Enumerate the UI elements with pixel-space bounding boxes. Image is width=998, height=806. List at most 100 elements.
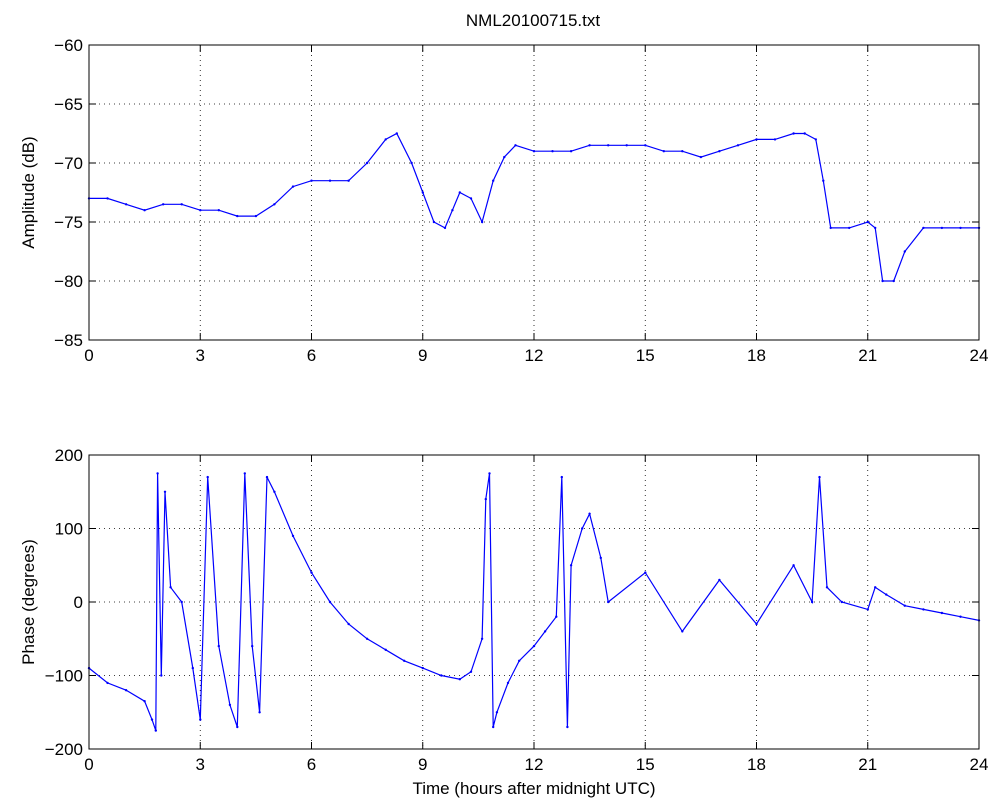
- phase-data-point: [243, 472, 246, 475]
- phase-data-point: [644, 571, 647, 574]
- amplitude-data-point: [814, 138, 817, 141]
- phase-data-point: [199, 718, 202, 721]
- phase-data-point: [163, 490, 167, 493]
- amplitude-data-point: [432, 220, 436, 224]
- amplitude-data-point: [922, 226, 925, 230]
- phase-data-point: [506, 681, 510, 685]
- amplitude-data-point: [681, 150, 684, 153]
- phase-x-tick-label: 9: [418, 755, 427, 774]
- phase-data-point: [681, 630, 684, 633]
- amplitude-x-tick-label: 12: [525, 346, 544, 365]
- amplitude-y-tick-label: −85: [54, 331, 83, 350]
- phase-data-point: [469, 670, 473, 673]
- amplitude-y-tick-label: −80: [54, 272, 83, 291]
- phase-data-point: [569, 564, 573, 567]
- phase-x-tick-label: 3: [196, 755, 205, 774]
- phase-data-point: [825, 586, 829, 589]
- phase-y-axis-label: Phase (degrees): [19, 539, 38, 665]
- phase-data-point: [755, 622, 758, 626]
- phase-data-point: [384, 648, 387, 651]
- phase-data-point: [599, 556, 602, 560]
- amplitude-data-point: [395, 132, 398, 135]
- phase-data-point: [403, 659, 406, 662]
- amplitude-data-point: [469, 197, 473, 200]
- phase-data-point: [217, 644, 220, 648]
- phase-data-point: [555, 615, 558, 618]
- amplitude-data-point: [180, 203, 183, 206]
- amplitude-data-point: [254, 214, 258, 218]
- amplitude-x-tick-label: 18: [747, 346, 766, 365]
- phase-data-point: [150, 718, 154, 721]
- phase-x-axis-label: Time (hours after midnight UTC): [412, 779, 655, 798]
- phase-data-point: [588, 512, 591, 515]
- phase-data-point: [180, 600, 183, 604]
- amplitude-data-point: [569, 150, 573, 153]
- chart-title: NML20100715.txt: [466, 11, 600, 30]
- amplitude-data-point: [451, 209, 454, 212]
- phase-data-point: [206, 475, 209, 479]
- amplitude-data-point: [755, 138, 758, 141]
- phase-data-point: [940, 611, 944, 615]
- amplitude-x-tick-label: 9: [418, 346, 427, 365]
- phase-data-point: [169, 586, 172, 589]
- amplitude-data-point: [903, 250, 906, 253]
- phase-data-point: [543, 630, 547, 633]
- phase-data-point: [154, 729, 157, 732]
- phase-panel: 0 3 6 9 12 15 18 21 24 200 100 0 −100 −200 Phase (de…: [19, 446, 988, 798]
- amplitude-data-points: [87, 132, 981, 283]
- amplitude-data-point: [822, 179, 825, 182]
- phase-y-tick-label: −200: [45, 740, 83, 759]
- phase-data-point: [488, 472, 491, 475]
- phase-data-point: [792, 564, 795, 567]
- amplitude-data-point: [106, 197, 109, 200]
- amplitude-data-point: [236, 214, 239, 218]
- amplitude-data-point: [607, 144, 610, 147]
- phase-x-tick-label: 0: [84, 755, 93, 774]
- phase-data-point: [251, 644, 254, 648]
- amplitude-data-point: [492, 179, 495, 182]
- amplitude-x-tick-label: 6: [307, 346, 316, 365]
- amplitude-data-point: [365, 161, 369, 165]
- phase-data-point: [718, 578, 721, 582]
- amplitude-data-point: [421, 191, 424, 194]
- amplitude-data-point: [662, 150, 665, 153]
- amplitude-data-point: [514, 144, 517, 147]
- phase-data-point: [818, 475, 821, 479]
- phase-data-point: [160, 674, 163, 677]
- phase-x-tick-label: 6: [307, 755, 316, 774]
- phase-grid: [89, 455, 979, 749]
- phase-y-tick-label: 100: [55, 520, 83, 539]
- phase-x-tick-label: 24: [970, 755, 989, 774]
- amplitude-data-point: [384, 138, 387, 141]
- phase-data-point: [106, 681, 109, 685]
- phase-data-point: [273, 490, 276, 493]
- amplitude-x-tick-label: 0: [84, 346, 93, 365]
- phase-data-point: [840, 600, 843, 604]
- amplitude-data-point: [792, 132, 795, 135]
- phase-data-point: [365, 637, 369, 640]
- phase-data-point: [903, 604, 906, 607]
- phase-data-point: [581, 527, 584, 530]
- amplitude-data-point: [532, 150, 536, 153]
- amplitude-data-point: [124, 203, 128, 206]
- amplitude-data-point: [644, 144, 647, 147]
- phase-data-point: [518, 659, 521, 662]
- amplitude-data-point: [551, 150, 554, 153]
- phase-data-point: [874, 586, 877, 589]
- amplitude-y-tick-label: −60: [54, 36, 83, 55]
- amplitude-data-point: [803, 132, 806, 135]
- amplitude-data-point: [458, 191, 461, 194]
- phase-data-point: [560, 475, 563, 479]
- amplitude-grid: [89, 45, 979, 340]
- phase-data-point: [458, 678, 461, 681]
- phase-x-tick-label: 18: [747, 755, 766, 774]
- amplitude-data-point: [881, 279, 884, 283]
- amplitude-data-point: [829, 226, 832, 230]
- phase-data-point: [191, 666, 194, 670]
- phase-data-point: [922, 608, 925, 611]
- amplitude-data-point: [874, 226, 877, 230]
- phase-data-point: [480, 637, 484, 640]
- amplitude-data-point: [410, 161, 413, 165]
- amplitude-y-axis-label: Amplitude (dB): [19, 136, 38, 248]
